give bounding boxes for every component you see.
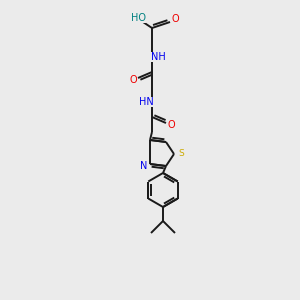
Text: O: O (171, 14, 179, 24)
Text: S: S (178, 149, 184, 158)
Text: O: O (167, 120, 175, 130)
Text: HO: HO (130, 13, 146, 23)
Text: N: N (140, 161, 148, 171)
Text: NH: NH (151, 52, 165, 62)
Text: O: O (129, 75, 137, 85)
Text: HN: HN (139, 97, 153, 107)
